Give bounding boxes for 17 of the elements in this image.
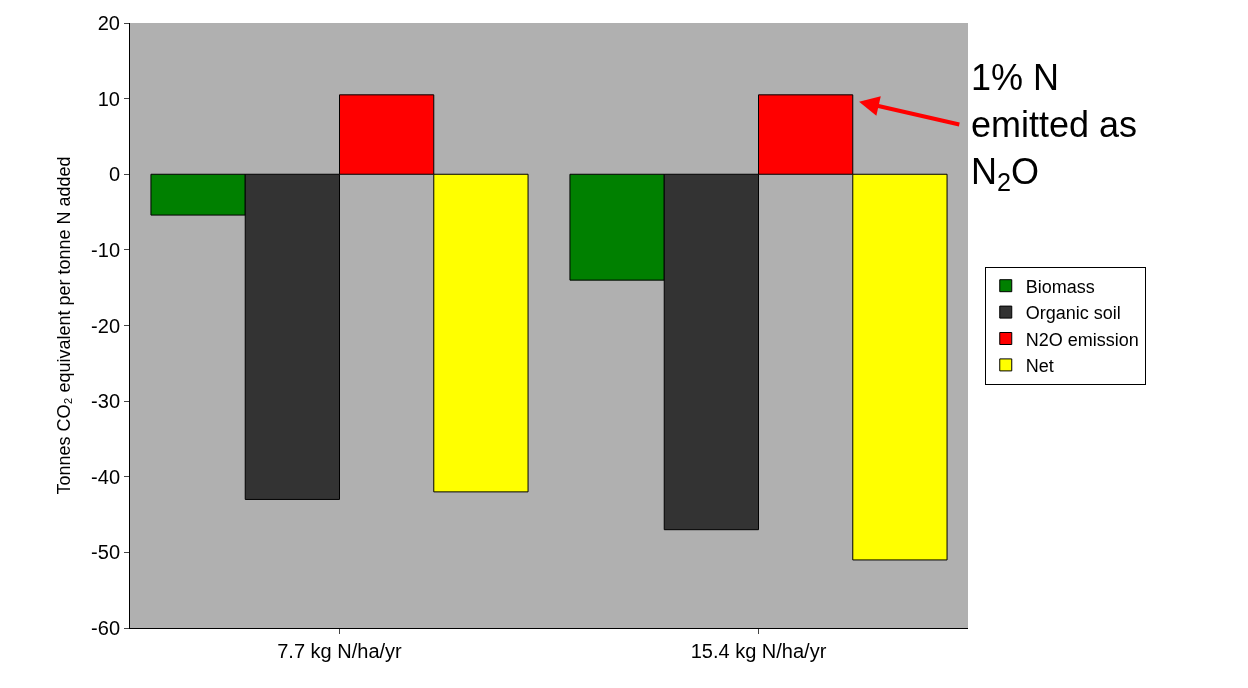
y-tick-label: 10 <box>97 87 120 110</box>
y-tick-label: -10 <box>91 238 120 261</box>
legend-label: Net <box>1025 355 1054 376</box>
legend-label: N2O emission <box>1025 329 1139 350</box>
x-tick-label: 7.7 kg N/ha/yr <box>277 640 403 662</box>
text: 1% N emitted as N$_{2}$O <box>971 57 1138 197</box>
y-axis-title: Tonnes CO₂ equivalent per tonne N added <box>54 156 75 495</box>
y-tick-label: -20 <box>91 314 120 337</box>
y-tick-label: 0 <box>108 163 120 186</box>
y-tick-label: -60 <box>91 617 120 639</box>
x-tick-label: 15.4 kg N/ha/yr <box>690 640 827 662</box>
legend-label: Organic soil <box>1025 303 1121 324</box>
y-tick-label: -50 <box>91 541 120 564</box>
y-tick-label: -30 <box>91 390 120 413</box>
y-tick-label: -40 <box>91 465 120 488</box>
legend-label: Biomass <box>1025 276 1095 297</box>
y-tick-label: 20 <box>97 12 120 34</box>
